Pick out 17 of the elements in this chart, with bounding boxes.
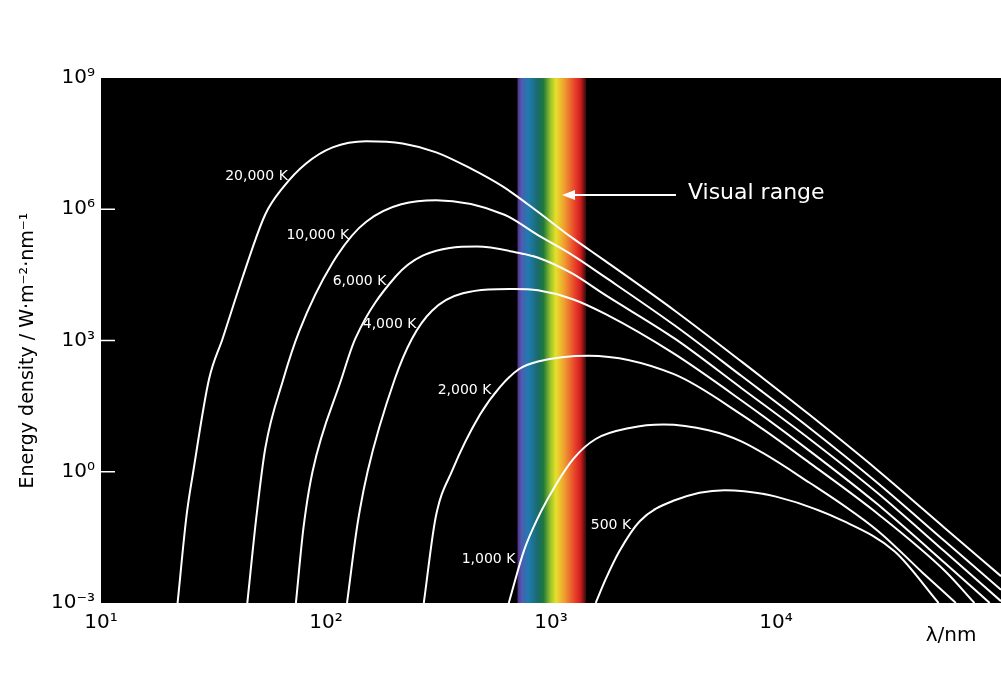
y-tick-label: 10⁹ <box>61 64 95 89</box>
x-axis-title: λ/nm <box>925 622 977 647</box>
series-label: 500 K <box>590 515 632 532</box>
y-tick-label: 10⁶ <box>61 195 95 220</box>
series-label: 2,000 K <box>437 381 493 398</box>
x-tick-label: 10³ <box>534 609 568 634</box>
y-axis-title: Energy density / W·m⁻²·nm⁻¹ <box>14 212 37 489</box>
x-tick-label: 10² <box>309 609 343 634</box>
y-tick-label: 10³ <box>61 326 95 351</box>
series-label: 4,000 K <box>362 314 418 331</box>
x-tick-label: 10⁴ <box>759 609 793 634</box>
series-label: 1,000 K <box>461 550 517 567</box>
series-label: 10,000 K <box>286 225 350 242</box>
series-label: 20,000 K <box>225 166 289 183</box>
series-label: 6,000 K <box>332 272 388 289</box>
band-label: Visual range <box>687 178 825 204</box>
y-tick-label: 10⁰ <box>61 457 95 482</box>
